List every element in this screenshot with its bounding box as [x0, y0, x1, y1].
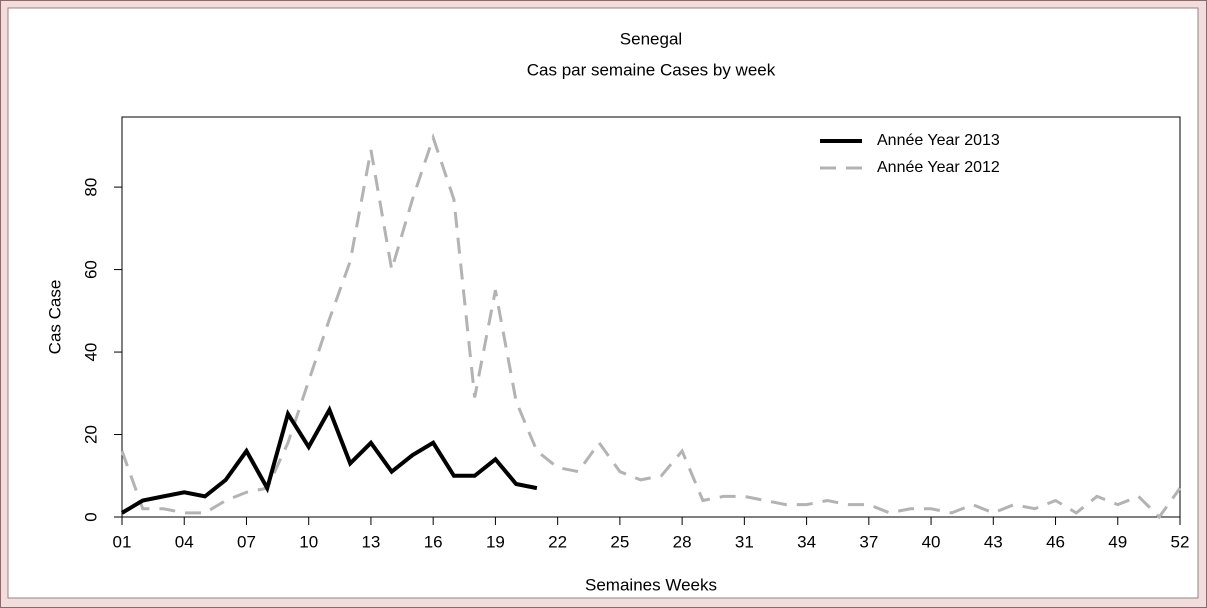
- plot-box: [121, 116, 1181, 518]
- chart-subtitle: Cas par semaine Cases by week: [527, 60, 776, 79]
- x-tick-label: 46: [1046, 532, 1065, 551]
- chart-title: Senegal: [620, 29, 682, 48]
- y-tick-label: 20: [81, 425, 100, 444]
- y-tick-label: 60: [81, 260, 100, 279]
- x-tick-label: 13: [361, 532, 380, 551]
- legend-label: Année Year 2013: [877, 132, 1000, 149]
- x-tick-label: 37: [859, 532, 878, 551]
- y-tick-label: 40: [81, 343, 100, 362]
- x-tick-label: 52: [1171, 532, 1190, 551]
- x-tick-label: 28: [673, 532, 692, 551]
- x-tick-label: 25: [610, 532, 629, 551]
- x-axis-label: Semaines Weeks: [585, 575, 717, 594]
- x-tick-label: 31: [735, 532, 754, 551]
- y-tick-label: 80: [81, 178, 100, 197]
- x-tick-label: 10: [299, 532, 318, 551]
- y-tick-label: 0: [81, 512, 100, 521]
- x-tick-label: 19: [486, 532, 505, 551]
- legend-label: Année Year 2012: [877, 159, 1000, 176]
- series-line: [120, 132, 1182, 520]
- x-tick-label: 16: [424, 532, 443, 551]
- x-tick-label: 43: [984, 532, 1003, 551]
- x-tick-label: 49: [1108, 532, 1127, 551]
- series-line: [120, 405, 538, 515]
- x-tick-label: 01: [113, 532, 132, 551]
- panel: [7, 7, 1199, 599]
- y-axis-label: Cas Case: [45, 280, 64, 355]
- x-tick-label: 22: [548, 532, 567, 551]
- x-tick-label: 07: [237, 532, 256, 551]
- x-tick-label: 34: [797, 532, 816, 551]
- x-tick-label: 04: [175, 532, 194, 551]
- x-tick-label: 40: [922, 532, 941, 551]
